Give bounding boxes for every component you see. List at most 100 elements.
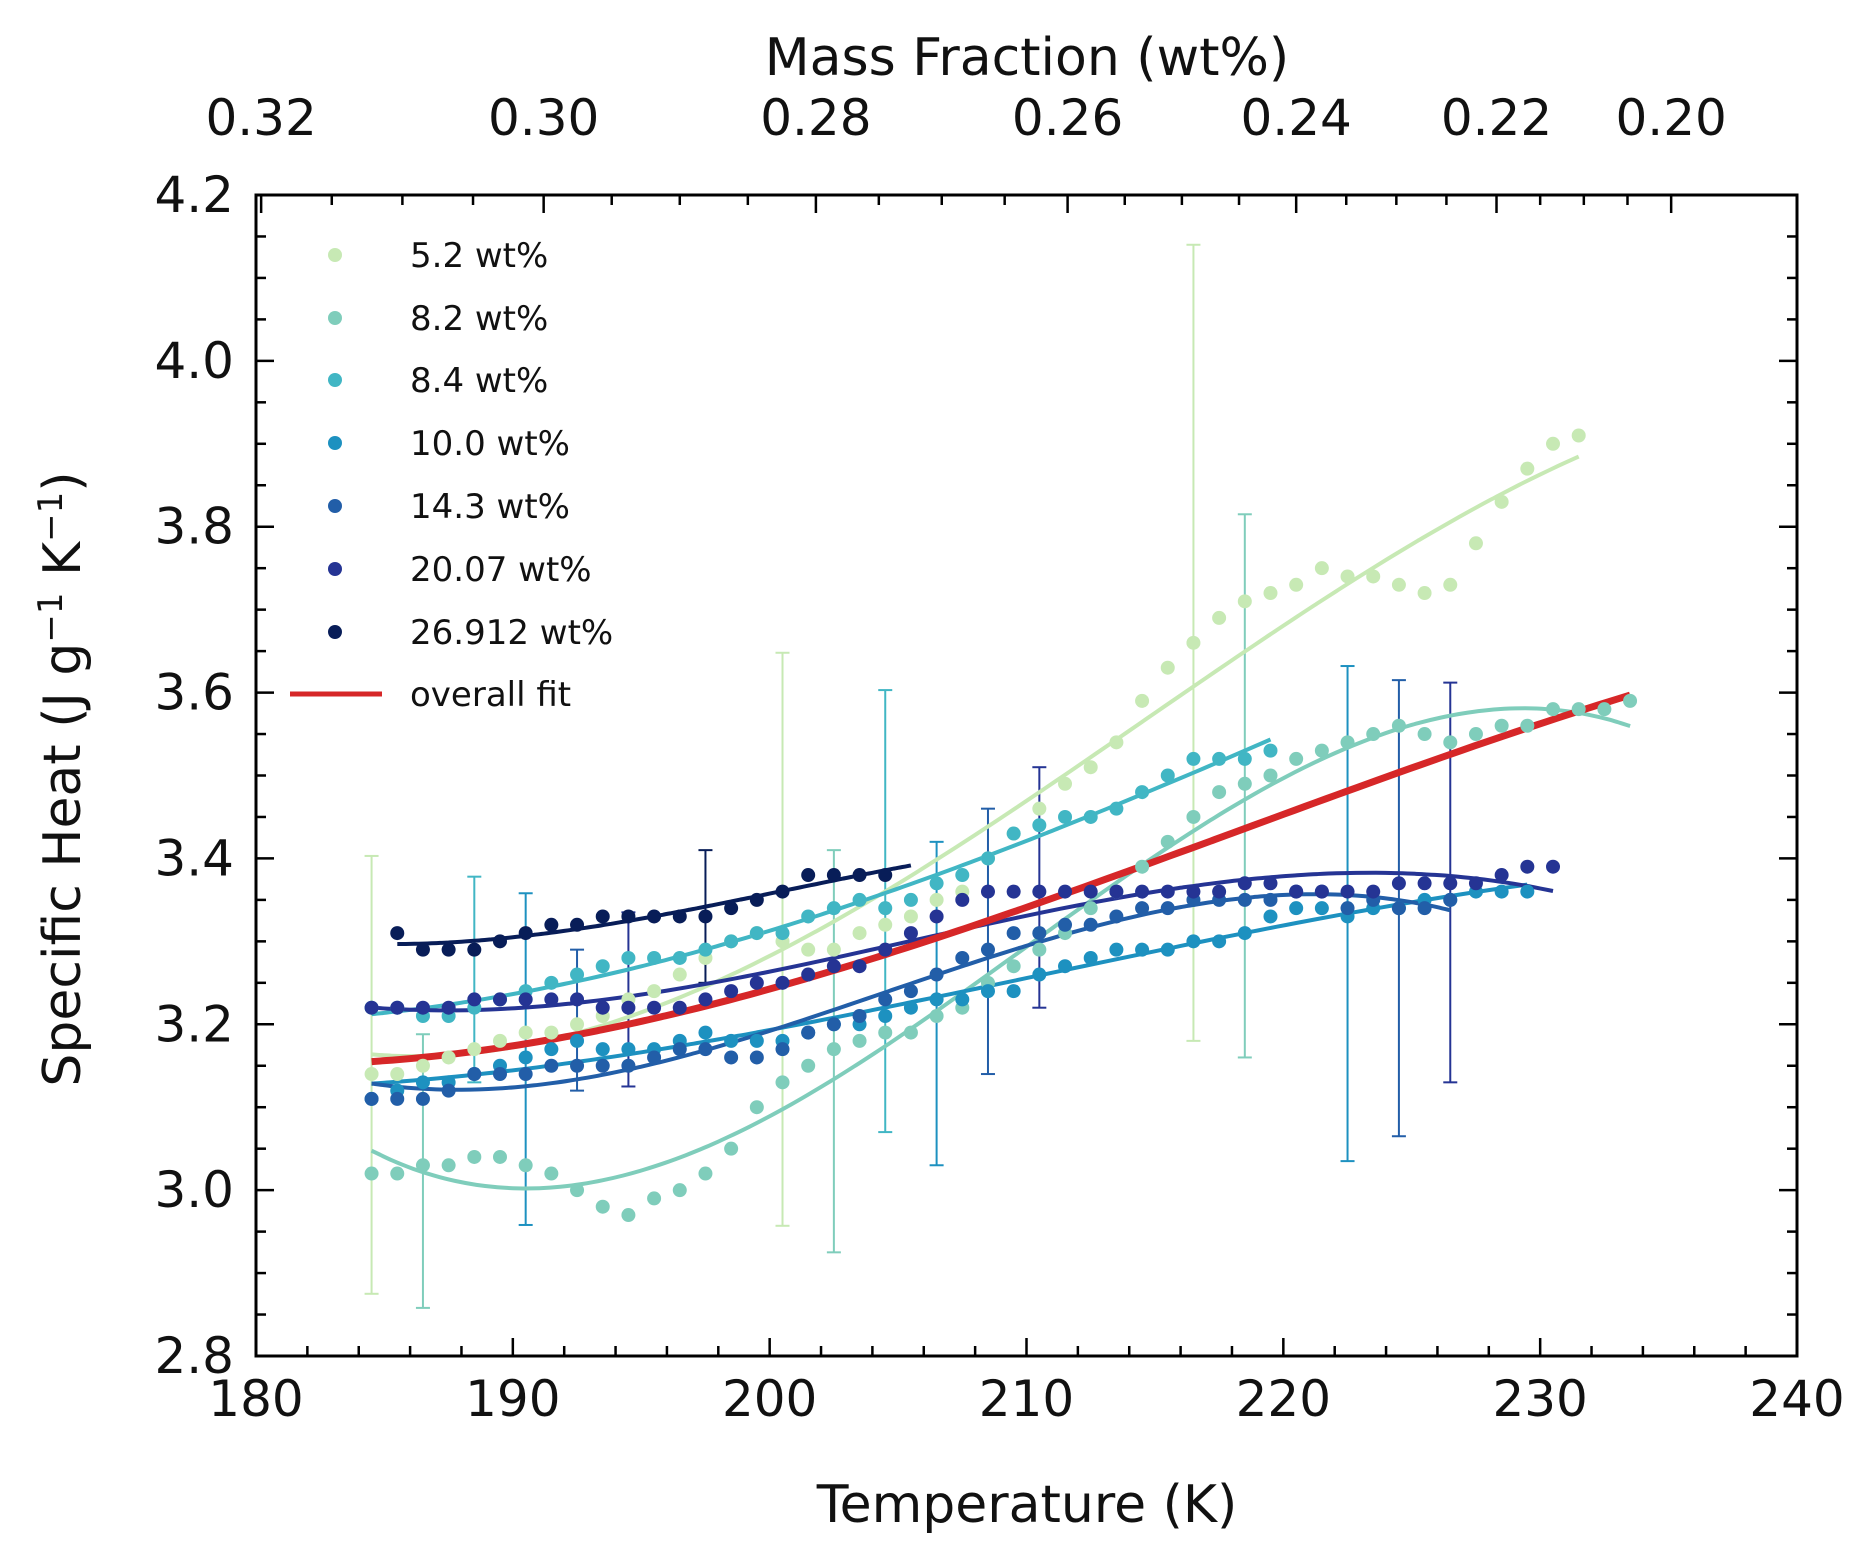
point-5-2-wt-19 xyxy=(852,926,867,941)
point-14-3-wt-34 xyxy=(1237,892,1252,907)
legend-label-overall-fit: overall fit xyxy=(410,675,571,715)
point-10-0-wt-15 xyxy=(749,1033,764,1048)
point-20-07-wt-16 xyxy=(775,975,790,990)
point-20-07-wt-1 xyxy=(390,1000,405,1015)
point-8-4-wt-9 xyxy=(595,959,610,974)
point-14-3-wt-1 xyxy=(390,1091,405,1106)
point-8-2-wt-17 xyxy=(801,1058,816,1073)
point-10-0-wt-22 xyxy=(929,992,944,1007)
point-8-4-wt-31 xyxy=(1160,768,1175,783)
point-14-3-wt-21 xyxy=(903,984,918,999)
point-8-4-wt-10 xyxy=(621,950,636,965)
legend-label-10-0: 10.0 wt% xyxy=(410,424,570,464)
point-10-0-wt-29 xyxy=(1109,942,1124,957)
point-8-4-wt-35 xyxy=(1263,743,1278,758)
point-26-912-wt-2 xyxy=(441,942,456,957)
y-tick-label-4.2: 4.2 xyxy=(154,166,234,224)
y-axis-title-mid: K xyxy=(33,540,93,593)
point-5-2-wt-46 xyxy=(1546,436,1561,451)
point-14-3-wt-10 xyxy=(621,1058,636,1073)
top-axis-title: Mass Fraction (wt%) xyxy=(765,28,1289,88)
point-20-07-wt-34 xyxy=(1237,876,1252,891)
fit-curve-8-2-wt xyxy=(370,706,1631,1191)
point-5-2-wt-32 xyxy=(1186,635,1201,650)
point-26-912-wt-8 xyxy=(595,909,610,924)
x-tick-label-220: 220 xyxy=(1236,1370,1331,1428)
x-tick-label-190: 190 xyxy=(465,1370,560,1428)
point-20-07-wt-2 xyxy=(415,1000,430,1015)
point-14-3-wt-0 xyxy=(364,1091,379,1106)
point-5-2-wt-47 xyxy=(1571,428,1586,443)
point-20-07-wt-38 xyxy=(1340,884,1355,899)
top-tick-label-0.26: 0.26 xyxy=(1012,89,1123,147)
point-8-2-wt-4 xyxy=(467,1149,482,1164)
point-20-07-wt-26 xyxy=(1032,884,1047,899)
point-10-0-wt-20 xyxy=(878,1008,893,1023)
point-10-0-wt-14 xyxy=(724,1033,739,1048)
point-20-07-wt-43 xyxy=(1468,876,1483,891)
point-20-07-wt-12 xyxy=(672,1000,687,1015)
point-5-2-wt-0 xyxy=(364,1067,379,1082)
point-26-912-wt-4 xyxy=(492,934,507,949)
point-8-2-wt-8 xyxy=(570,1183,585,1198)
point-20-07-wt-18 xyxy=(826,959,841,974)
point-5-2-wt-11 xyxy=(647,984,662,999)
point-5-2-wt-4 xyxy=(467,1042,482,1057)
point-8-2-wt-39 xyxy=(1366,727,1381,742)
point-8-4-wt-15 xyxy=(749,926,764,941)
point-8-2-wt-5 xyxy=(492,1149,507,1164)
point-8-2-wt-43 xyxy=(1468,727,1483,742)
point-26-912-wt-9 xyxy=(621,909,636,924)
point-5-2-wt-35 xyxy=(1263,586,1278,601)
point-5-2-wt-39 xyxy=(1366,569,1381,584)
point-8-2-wt-11 xyxy=(647,1191,662,1206)
point-5-2-wt-31 xyxy=(1160,660,1175,675)
point-10-0-wt-30 xyxy=(1135,942,1150,957)
point-10-0-wt-36 xyxy=(1289,901,1304,916)
y-tick-label-3.0: 3.0 xyxy=(154,1161,234,1219)
point-5-2-wt-38 xyxy=(1340,569,1355,584)
point-14-3-wt-41 xyxy=(1417,901,1432,916)
point-5-2-wt-37 xyxy=(1314,561,1329,576)
point-14-3-wt-30 xyxy=(1135,901,1150,916)
point-8-2-wt-40 xyxy=(1391,718,1406,733)
point-8-2-wt-22 xyxy=(929,1008,944,1023)
point-26-912-wt-19 xyxy=(878,868,893,883)
point-8-4-wt-34 xyxy=(1237,751,1252,766)
x-tick-label-180: 180 xyxy=(208,1370,303,1428)
point-26-912-wt-16 xyxy=(801,868,816,883)
point-8-4-wt-8 xyxy=(570,967,585,982)
point-20-07-wt-33 xyxy=(1212,884,1227,899)
point-14-3-wt-7 xyxy=(544,1058,559,1073)
point-20-07-wt-39 xyxy=(1366,884,1381,899)
point-8-2-wt-49 xyxy=(1623,693,1638,708)
x-tick-label-210: 210 xyxy=(979,1370,1074,1428)
point-20-07-wt-45 xyxy=(1520,859,1535,874)
point-10-0-wt-6 xyxy=(518,1050,533,1065)
point-20-07-wt-32 xyxy=(1186,884,1201,899)
point-8-2-wt-28 xyxy=(1083,901,1098,916)
y-tick-label-3.2: 3.2 xyxy=(154,995,234,1053)
point-26-912-wt-3 xyxy=(467,942,482,957)
point-5-2-wt-34 xyxy=(1237,594,1252,609)
point-14-3-wt-6 xyxy=(518,1067,533,1082)
point-8-4-wt-17 xyxy=(801,909,816,924)
point-8-2-wt-26 xyxy=(1032,942,1047,957)
point-8-4-wt-14 xyxy=(724,934,739,949)
point-8-2-wt-47 xyxy=(1571,702,1586,717)
point-20-07-wt-24 xyxy=(980,884,995,899)
point-8-4-wt-33 xyxy=(1212,751,1227,766)
point-20-07-wt-7 xyxy=(544,992,559,1007)
point-10-0-wt-27 xyxy=(1058,959,1073,974)
point-5-2-wt-7 xyxy=(544,1025,559,1040)
y-tick-label-3.8: 3.8 xyxy=(154,498,234,556)
y-tick-label-2.8: 2.8 xyxy=(154,1327,234,1385)
point-5-2-wt-41 xyxy=(1417,586,1432,601)
point-20-07-wt-15 xyxy=(749,975,764,990)
y-tick-label-3.4: 3.4 xyxy=(154,829,234,887)
point-8-2-wt-30 xyxy=(1135,859,1150,874)
point-5-2-wt-43 xyxy=(1468,536,1483,551)
point-14-3-wt-22 xyxy=(929,967,944,982)
point-5-2-wt-42 xyxy=(1443,577,1458,592)
legend-marker-5-2 xyxy=(328,248,342,262)
